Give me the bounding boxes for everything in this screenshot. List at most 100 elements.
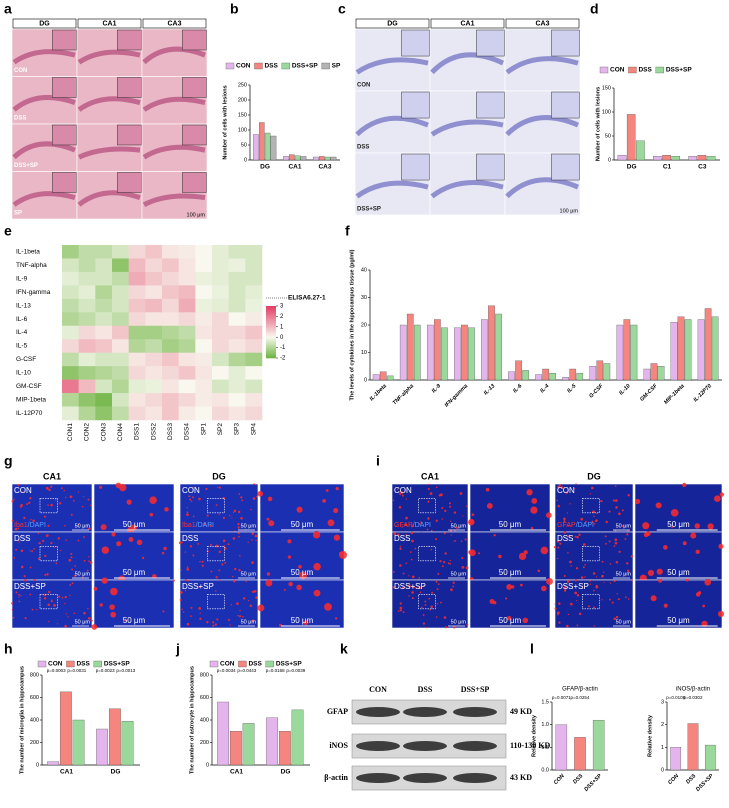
- heat-cell: [228, 271, 246, 286]
- heat-cell: [95, 285, 113, 300]
- colorbar-tick-label: 0: [280, 335, 284, 341]
- row-label: DSS: [182, 534, 198, 543]
- stain-dot: [448, 502, 452, 505]
- y-tick-label: 40: [361, 267, 367, 273]
- row-label: IL-9: [16, 275, 28, 282]
- scale-label: 50 μm: [499, 568, 522, 577]
- region-header: DG: [212, 471, 226, 481]
- stain-dot: [401, 587, 404, 589]
- y-tick-label: 400: [200, 717, 209, 723]
- stain-dot: [89, 561, 93, 564]
- stain-dot: [592, 606, 595, 609]
- inset: [551, 29, 580, 57]
- stain-dot: [719, 492, 725, 497]
- bar: [258, 122, 265, 161]
- bar: [592, 719, 605, 771]
- stain-dot: [206, 514, 209, 517]
- stain-dot: [519, 583, 523, 587]
- stain-dot: [595, 576, 598, 578]
- stain-dot: [192, 496, 195, 499]
- stain-dot: [28, 501, 31, 505]
- stain-dot: [77, 539, 80, 542]
- scale-label: 50 μm: [667, 520, 690, 529]
- stain-dot: [642, 522, 650, 530]
- colorbar-step: [266, 322, 276, 325]
- stain-dot: [405, 516, 408, 520]
- stain-dot: [427, 500, 430, 503]
- legend-swatch: [93, 660, 102, 668]
- x-tick-label: IFN-gamma: [444, 383, 469, 408]
- colorbar-step: [266, 352, 276, 355]
- stain-dot: [215, 576, 218, 579]
- stain-dot: [55, 499, 57, 501]
- stain-dot: [65, 613, 68, 615]
- stain-dot: [23, 516, 26, 520]
- heat-cell: [78, 366, 96, 380]
- stain-dot: [81, 505, 84, 508]
- heat-cell: [62, 271, 79, 286]
- stain-dot: [585, 520, 587, 523]
- stain-dot: [397, 610, 400, 612]
- heat-cell: [212, 379, 229, 394]
- row-label: CON: [14, 486, 32, 495]
- heat-cell: [145, 325, 163, 340]
- stain-dot: [590, 486, 594, 490]
- stain-dot: [29, 566, 32, 569]
- column-label: CON4: [117, 423, 124, 441]
- blot-band: [453, 773, 497, 783]
- bar: [386, 375, 394, 381]
- bar: [121, 720, 134, 766]
- stain-dot: [334, 617, 338, 620]
- stain-dot: [31, 550, 34, 553]
- micrograph: [554, 579, 634, 629]
- heat-cell: [228, 312, 246, 327]
- stain-dot: [443, 561, 446, 564]
- stain-dot: [265, 579, 273, 587]
- stain-dot: [399, 490, 401, 493]
- stain-dot: [181, 541, 183, 544]
- stain-dot: [569, 503, 571, 505]
- inset: [476, 29, 505, 57]
- scale-label: 100 μm: [187, 212, 206, 218]
- stain-dot: [64, 595, 67, 599]
- stain-dot: [141, 556, 145, 560]
- heat-cell: [162, 366, 179, 380]
- stain-dot: [593, 523, 596, 525]
- stain-dot: [186, 622, 190, 626]
- stain-dot: [48, 620, 50, 623]
- colorbar-step: [266, 350, 276, 352]
- bar: [229, 731, 242, 766]
- blot-band: [356, 773, 400, 783]
- stain-dot: [531, 498, 538, 504]
- stain-dot: [193, 486, 195, 489]
- y-tick-label: 30: [361, 295, 367, 301]
- stain-dot: [429, 608, 432, 611]
- bar: [662, 155, 671, 161]
- heat-cell: [112, 339, 129, 353]
- stain-dot: [618, 550, 621, 553]
- stain-dot: [576, 535, 579, 539]
- stain-dot: [11, 500, 14, 503]
- y-tick-label: 0: [206, 762, 209, 768]
- stain-dot: [20, 565, 24, 569]
- stain-dot: [465, 572, 467, 574]
- heat-cell: [178, 312, 196, 327]
- stain-red: Iba1: [182, 522, 196, 529]
- stain-dot: [149, 496, 157, 505]
- bar: [623, 319, 631, 381]
- y-tick-label: 150: [602, 85, 611, 91]
- column-label: CON1: [67, 423, 74, 441]
- bar: [108, 708, 121, 766]
- stain-dot: [405, 498, 408, 500]
- bar: [266, 717, 279, 766]
- stain-dot: [13, 556, 16, 559]
- stain-dot: [240, 516, 243, 520]
- stain-dot: [325, 489, 329, 492]
- stain-dot: [241, 499, 244, 502]
- stain-dot: [569, 560, 572, 564]
- stain-dot: [603, 581, 605, 584]
- stain-dot: [430, 605, 433, 608]
- stain-dot: [255, 539, 257, 542]
- stain-dot: [312, 531, 321, 539]
- stain-dot: [313, 589, 321, 597]
